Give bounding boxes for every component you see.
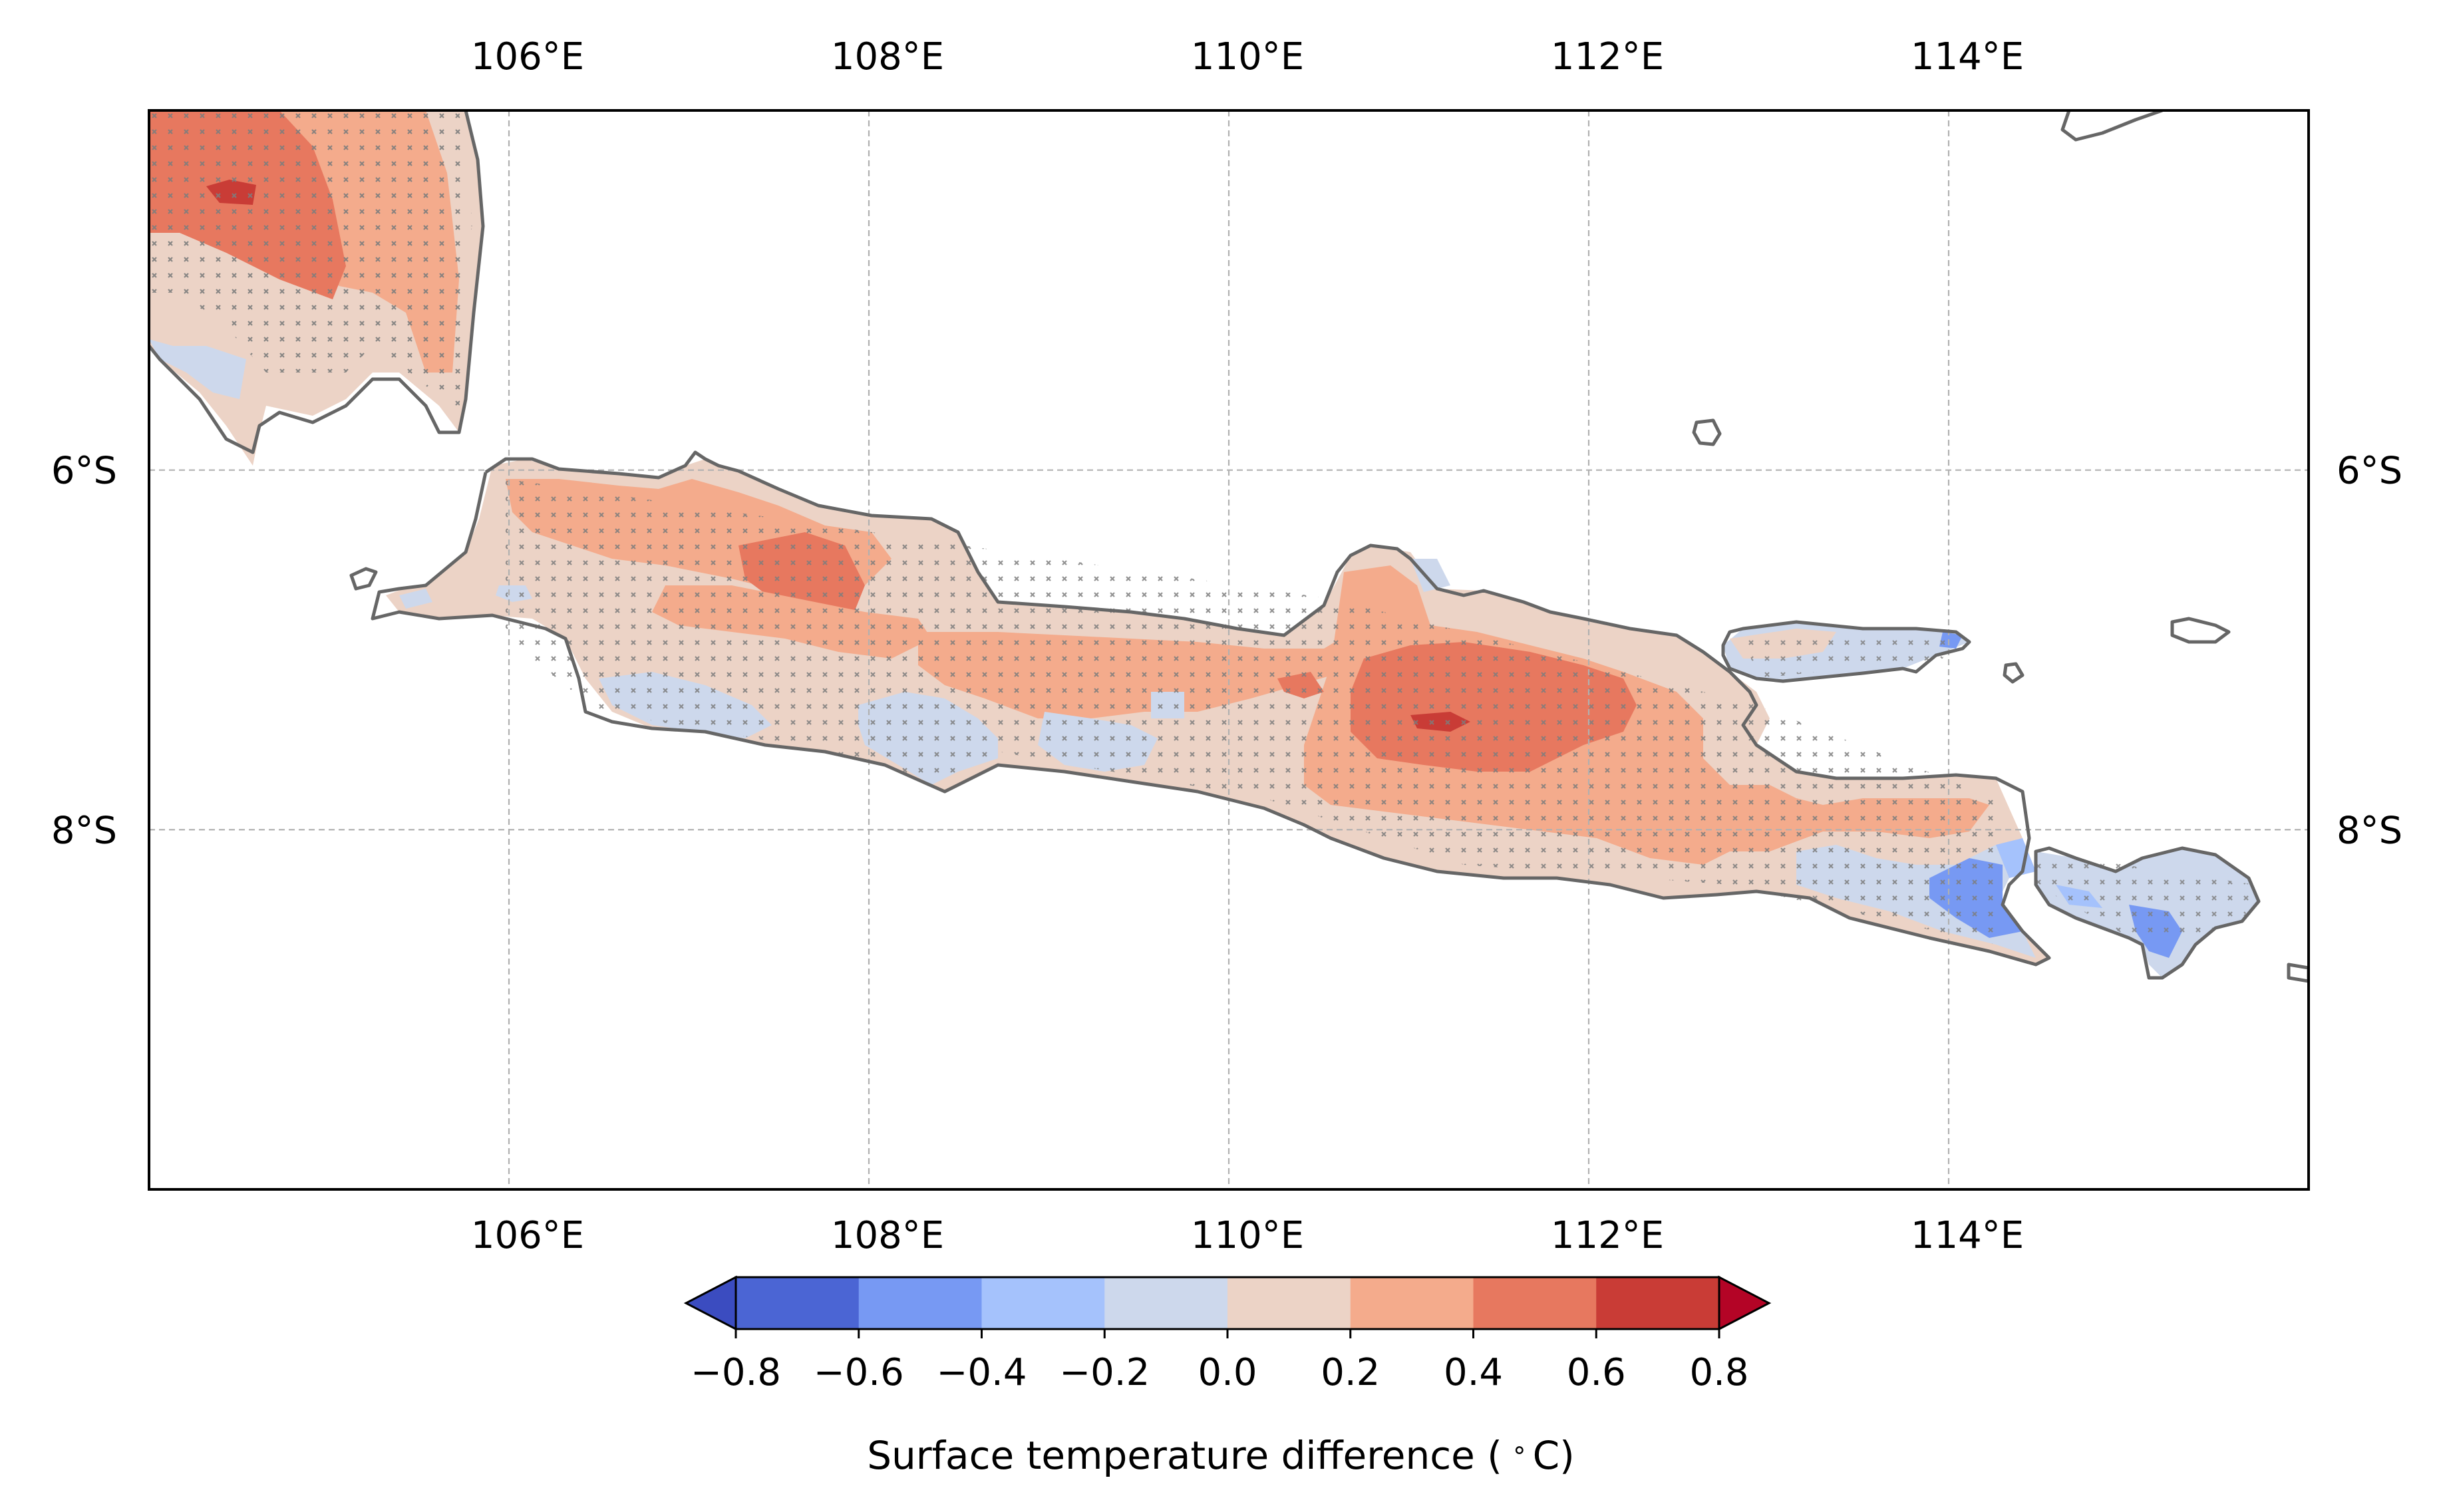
karimunjawa-coastline — [1692, 418, 1722, 446]
java-field — [386, 459, 2049, 965]
lon-tick-label: 112°E — [1551, 35, 1664, 78]
sebesi-coastline — [349, 567, 378, 591]
left-lat-tick-labels: 6°S 8°S — [51, 450, 117, 853]
sumatra-field — [149, 110, 483, 466]
colorbar-boxes — [736, 1277, 1720, 1329]
lon-tick-label: 114°E — [1911, 1214, 2024, 1257]
colorbar-tick-label: 0.4 — [1444, 1351, 1503, 1394]
colorbar-box — [1104, 1277, 1228, 1329]
colorbar-label: Surface temperature difference (∘ C) — [867, 1433, 1575, 1478]
lon-tick-label: 106°E — [471, 1214, 584, 1257]
colorbar-box — [1473, 1277, 1597, 1329]
lombok-coastline — [2287, 963, 2309, 983]
bali-field — [2036, 848, 2259, 978]
lon-tick-label: 110°E — [1191, 35, 1304, 78]
map-panel — [148, 109, 2310, 1191]
coastlines — [149, 110, 2309, 983]
sapudi-coastline — [2003, 662, 2025, 684]
colorbar-box — [1596, 1277, 1720, 1329]
colorbar-box — [1227, 1277, 1351, 1329]
colorbar-box — [736, 1277, 860, 1329]
colorbar-tick-label: −0.8 — [691, 1351, 781, 1394]
colorbar-tick-label: 0.8 — [1689, 1351, 1748, 1394]
colorbar-box — [858, 1277, 982, 1329]
colorbar-tick-label: −0.6 — [814, 1351, 904, 1394]
bottom-lon-tick-labels: 106°E 108°E 110°E 112°E 114°E — [471, 1214, 2024, 1257]
lon-tick-label: 108°E — [831, 35, 944, 78]
temperature-field — [149, 110, 2259, 978]
colorbar-tick-label: 0.2 — [1321, 1351, 1380, 1394]
lat-tick-label: 8°S — [51, 809, 117, 852]
top-lon-tick-labels: 106°E 108°E 110°E 112°E 114°E — [471, 35, 2024, 78]
right-lat-tick-labels: 6°S 8°S — [2337, 450, 2402, 853]
colorbar-box — [1350, 1277, 1474, 1329]
lon-tick-label: 114°E — [1911, 35, 2024, 78]
gridlines — [149, 110, 2309, 1189]
lon-tick-label: 110°E — [1191, 1214, 1304, 1257]
madura-field — [1723, 622, 1969, 681]
colorbar-over-arrow — [1718, 1275, 1772, 1331]
lat-tick-label: 8°S — [2337, 809, 2402, 852]
kangean-coastline — [2170, 617, 2231, 644]
lat-tick-label: 6°S — [2337, 450, 2402, 493]
colorbar-tick-labels: −0.8 −0.6 −0.4 −0.2 0.0 0.2 0.4 0.6 0.8 — [691, 1329, 1749, 1394]
sumatra-coastline — [149, 110, 485, 454]
colorbar: −0.8 −0.6 −0.4 −0.2 0.0 0.2 0.4 0.6 0.8 Surface … — [683, 1275, 1772, 1478]
colorbar-box — [981, 1277, 1105, 1329]
colorbar-tick-label: −0.4 — [937, 1351, 1027, 1394]
colorbar-tick-label: 0.0 — [1198, 1351, 1257, 1394]
lon-tick-label: 112°E — [1551, 1214, 1664, 1257]
colorbar-under-arrow — [683, 1275, 737, 1331]
bali-coastline — [2034, 846, 2261, 980]
madura-coastline — [1721, 620, 1971, 683]
map-frame — [148, 109, 2310, 1191]
lat-tick-label: 6°S — [51, 450, 117, 493]
degree-symbol: ∘ — [1512, 1435, 1528, 1464]
lon-tick-label: 108°E — [831, 1214, 944, 1257]
lon-tick-label: 106°E — [471, 35, 584, 78]
colorbar-tick-label: 0.6 — [1567, 1351, 1626, 1394]
java-coastline — [371, 450, 2051, 967]
borneo-coastline — [2060, 110, 2163, 142]
colorbar-tick-label: −0.2 — [1059, 1351, 1150, 1394]
